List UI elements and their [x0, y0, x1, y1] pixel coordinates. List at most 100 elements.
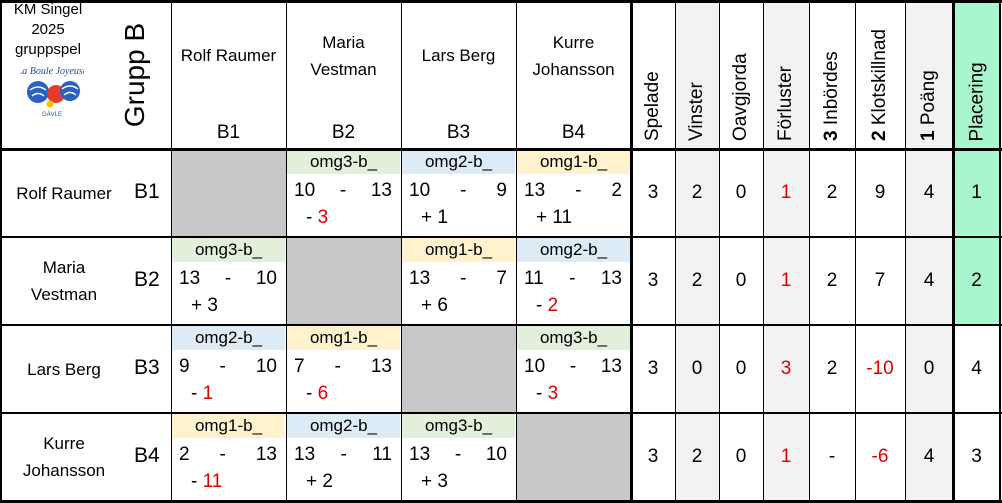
- stat-value: 3: [780, 358, 792, 379]
- stat-value: 1: [780, 446, 792, 467]
- placement-highlight: [953, 237, 1000, 325]
- placement-highlight: [953, 149, 1000, 237]
- stat-value: -6: [871, 446, 889, 467]
- row-player-code: B2: [134, 268, 160, 291]
- stat-value: 0: [923, 358, 935, 379]
- score-own: 13: [524, 180, 546, 201]
- grid-line: [401, 0, 402, 502]
- diff-sign: +: [421, 207, 438, 228]
- column-player-name: Lars Berg: [401, 42, 516, 69]
- stat-value: 2: [691, 182, 703, 203]
- player-name-line: Kurre: [552, 33, 595, 52]
- column-player-name: Kurre Johansson: [516, 29, 631, 83]
- player-name-line: Lars Berg: [421, 46, 496, 65]
- player-name-line: Kurre: [43, 434, 85, 453]
- diff-value: 1: [437, 207, 448, 228]
- score-opponent: 13: [370, 180, 392, 201]
- player-name-line: Vestman: [310, 60, 377, 79]
- score-difference: + 11: [536, 207, 572, 229]
- stat-value: 4: [923, 270, 935, 291]
- match-score: 2 - 13: [179, 444, 277, 466]
- placement-highlight: [953, 1, 1000, 149]
- diff-value: 3: [547, 383, 559, 404]
- score-difference: - 6: [306, 383, 328, 405]
- score-difference: + 3: [191, 295, 218, 317]
- diff-value: 11: [552, 207, 573, 228]
- diff-value: 3: [317, 207, 329, 228]
- stat-value: 2: [691, 446, 703, 467]
- self-match-cell: [401, 325, 516, 413]
- stat-value: 0: [735, 270, 747, 291]
- match-score: 13 - 10: [409, 444, 507, 466]
- title-year: 2025: [31, 21, 65, 38]
- stat-value: 4: [923, 182, 935, 203]
- svg-text:GÄVLE: GÄVLE: [42, 111, 62, 118]
- stat-value: 4: [923, 446, 935, 467]
- score-dash: -: [329, 444, 358, 465]
- score-opponent: 9: [496, 180, 507, 201]
- score-dash: -: [558, 268, 587, 289]
- row-player-code: B3: [134, 356, 160, 379]
- round-tag: omg1-b_: [172, 414, 285, 438]
- grid-line: [516, 0, 517, 502]
- score-difference: + 1: [421, 207, 448, 229]
- stat-value: -10: [866, 358, 894, 379]
- stat-value: 3: [647, 182, 659, 203]
- score-difference: - 2: [536, 295, 558, 317]
- stat-header-label: Klotskillnad: [869, 29, 890, 131]
- stat-value: 0: [735, 182, 747, 203]
- match-score: 10 - 9: [409, 180, 507, 202]
- stat-value: -: [828, 446, 836, 467]
- grid-line: [675, 0, 676, 502]
- stat-value: 3: [971, 446, 982, 467]
- match-score: 7 - 13: [294, 356, 392, 378]
- stat-header: Spelade: [631, 7, 675, 147]
- player-name-line: Lars Berg: [27, 359, 101, 379]
- grid-line: [763, 0, 764, 502]
- diff-sign: +: [421, 295, 438, 316]
- stat-value: 1: [780, 270, 792, 291]
- self-match-cell: [171, 149, 286, 237]
- score-dash: -: [449, 180, 477, 201]
- column-player-name: Rolf Raumer: [171, 42, 286, 69]
- stat-value: 2: [826, 182, 838, 203]
- score-own: 2: [179, 444, 190, 465]
- score-own: 10: [409, 180, 431, 201]
- score-own: 9: [179, 356, 190, 377]
- diff-sign: -: [306, 207, 318, 228]
- round-tag: omg1-b_: [287, 326, 400, 350]
- match-score: 13 - 7: [409, 268, 507, 290]
- row-player-code: B1: [134, 180, 160, 203]
- stat-value: 0: [735, 446, 747, 467]
- score-dash: -: [559, 356, 587, 377]
- diff-sign: +: [421, 471, 438, 492]
- score-own: 13: [294, 444, 316, 465]
- stat-header: 1 Poäng: [905, 7, 953, 147]
- score-opponent: 10: [485, 444, 507, 465]
- row-player-name: Rolf Raumer: [2, 180, 126, 207]
- player-name-line: Maria: [322, 33, 365, 52]
- stat-value: 0: [735, 358, 747, 379]
- score-difference: + 6: [421, 295, 448, 317]
- match-score: 13 - 10: [179, 268, 277, 290]
- stat-value: 4: [971, 358, 982, 379]
- player-name-line: Maria: [42, 258, 86, 277]
- stat-header: 3 Inbördes: [809, 7, 855, 147]
- stat-header-label: Vinster: [686, 82, 707, 141]
- diff-value: 3: [207, 295, 218, 316]
- score-dash: -: [564, 180, 592, 201]
- grid-line: [855, 0, 856, 502]
- round-tag: omg3-b_: [517, 326, 630, 350]
- stat-header-label: Spelade: [642, 71, 663, 141]
- grid-line: [0, 148, 1002, 151]
- score-own: 13: [409, 268, 431, 289]
- grid-line: [0, 0, 1002, 3]
- score-opponent: 13: [255, 444, 277, 465]
- grid-line: [809, 0, 810, 502]
- player-name-line: Vestman: [30, 285, 98, 304]
- diff-sign: -: [191, 383, 203, 404]
- diff-sign: -: [536, 295, 548, 316]
- shaded-column: [675, 1, 719, 501]
- score-opponent: 10: [255, 268, 277, 289]
- self-match-cell: [286, 237, 401, 325]
